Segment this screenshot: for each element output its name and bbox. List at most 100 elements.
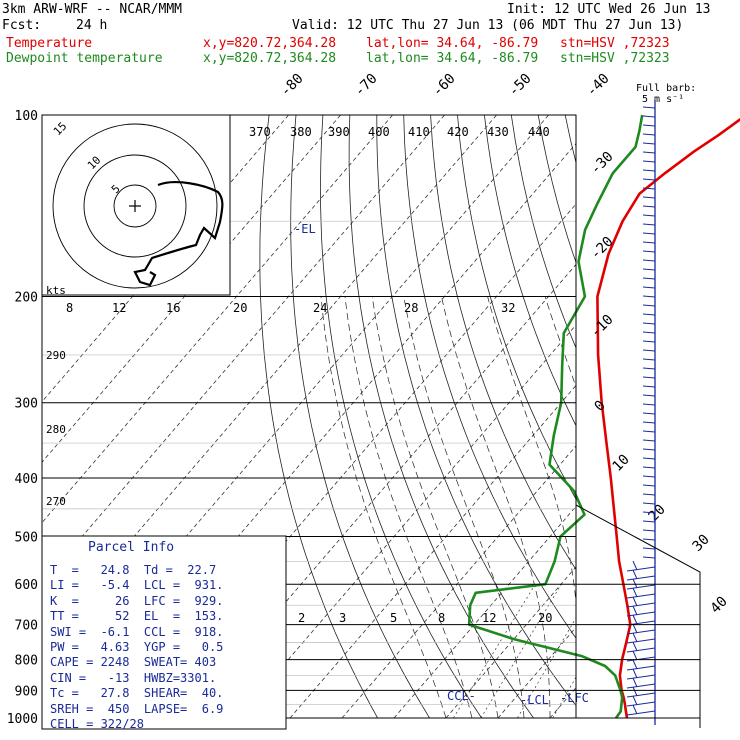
level-annotation: -LFC	[560, 691, 589, 705]
pressure-tick-label: 200	[15, 291, 38, 306]
parcel-info-row: T = 24.8 Td = 22.7	[50, 563, 217, 577]
wind-barb	[642, 448, 656, 451]
parcel-info-row: SREH = 450 LAPSE= 6.9	[50, 701, 224, 716]
parcel-info-row: Tc = 27.8 SHEAR= 40.	[50, 686, 224, 701]
theta-label: 420	[447, 125, 469, 139]
wind-barb	[642, 205, 656, 208]
speed-tick-label: 28	[404, 301, 418, 315]
wind-barb	[642, 178, 656, 181]
moist-adiabat	[441, 296, 551, 718]
wind-barb	[642, 421, 656, 424]
dry-adiabat	[673, 115, 740, 718]
speed-tick-label: 8	[66, 301, 73, 315]
parcel-info-row: SWI = -6.1 CCL = 918.	[50, 624, 224, 639]
wind-barb-flag	[632, 578, 638, 589]
wind-barb	[626, 665, 656, 671]
wind-barb	[642, 214, 656, 217]
wind-barb	[642, 223, 656, 226]
pressure-tick-label: 700	[15, 619, 38, 634]
parcel-info-row: PW = 4.63 YGP = 0.5	[50, 640, 224, 654]
dewpoint-legend-stn: stn=HSV ,72323	[560, 51, 670, 66]
parcel-info-box	[41, 535, 287, 730]
mixing-ratio-label: 20	[538, 611, 552, 625]
isotherm-line	[654, 115, 740, 718]
dry-adiabat	[564, 115, 576, 165]
model-title: 3km ARW-WRF -- NCAR/MMM	[2, 2, 183, 17]
wind-barb-flag	[632, 587, 638, 598]
dry-adiabat	[727, 115, 740, 718]
wind-barb	[642, 133, 656, 136]
theta-label: 430	[487, 125, 509, 139]
range-label: 280	[46, 423, 66, 436]
wind-barb	[626, 611, 656, 617]
wind-barb	[626, 701, 656, 707]
isotherm-label: -70	[352, 71, 381, 100]
wind-barb-flag	[632, 623, 638, 634]
isotherm-label: -50	[506, 71, 535, 100]
wind-barb	[626, 575, 656, 581]
wind-barb	[642, 304, 656, 307]
wind-barb	[626, 647, 656, 653]
dry-adiabat	[619, 115, 740, 718]
forecast-label: Fcst:	[2, 18, 42, 33]
wind-barb	[642, 484, 656, 487]
moist-adiabat	[371, 296, 499, 719]
wind-barb	[642, 196, 656, 199]
wind-barb-flag	[632, 569, 638, 580]
wind-barb	[642, 403, 656, 406]
plot-frame-extension	[575, 504, 701, 728]
wind-barb	[626, 566, 656, 572]
pressure-tick-label: 800	[15, 654, 38, 669]
speed-tick-label: 20	[233, 301, 247, 315]
wind-barb	[642, 349, 656, 352]
moist-adiabat	[680, 297, 740, 719]
isotherm-label: 0	[592, 398, 609, 415]
mixing-ratio-line	[453, 584, 536, 719]
wind-barb	[626, 656, 656, 662]
temperature-legend-label: Temperature	[6, 36, 93, 51]
wind-barb	[642, 385, 656, 388]
isotherm-line	[289, 384, 576, 719]
wind-barb	[642, 169, 656, 172]
wind-barb	[642, 250, 656, 253]
wind-barb-flag	[632, 650, 638, 661]
pressure-tick-label: 600	[15, 578, 38, 593]
speed-tick-label: 24	[313, 301, 327, 315]
plot-frame	[41, 114, 577, 719]
level-annotation: -LCL	[520, 693, 549, 707]
wind-barb-flag	[632, 605, 638, 616]
wind-barb	[626, 674, 656, 680]
wind-barb	[626, 638, 656, 644]
wind-barb	[626, 593, 656, 599]
wind-barb-flag	[632, 695, 638, 706]
parcel-info-row: CELL = 322/28	[50, 717, 144, 731]
wind-barb	[642, 259, 656, 262]
wind-barb	[642, 511, 656, 514]
isotherm-line	[341, 445, 576, 719]
theta-label: 410	[408, 125, 430, 139]
level-annotation: CCL-	[447, 689, 476, 703]
wind-barb	[642, 106, 656, 109]
dry-adiabat	[457, 115, 576, 500]
moist-adiabat	[403, 296, 525, 719]
mixing-ratio-label: 3	[339, 611, 346, 625]
isotherm-line	[393, 505, 576, 719]
isotherm-label: 40	[708, 594, 731, 617]
moist-adiabat	[344, 296, 473, 719]
dry-adiabat	[290, 115, 430, 719]
moist-adiabat	[487, 296, 576, 718]
sounding-curves	[467, 114, 740, 719]
dewpoint-legend-label: Dewpoint temperature	[6, 51, 163, 66]
wind-barb-flag	[632, 614, 638, 625]
wind-barb	[642, 295, 656, 298]
parcel-info-row: CAPE = 2248 SWEAT= 403	[50, 655, 217, 670]
temperature-legend-stn: stn=HSV ,72323	[560, 36, 670, 51]
mixing-ratio-label: 8	[438, 611, 445, 625]
wind-barb	[626, 710, 656, 716]
hodograph-ring	[83, 154, 187, 258]
range-label: 270	[46, 495, 66, 508]
parcel-info-row: K = 26 LFC = 929.	[50, 593, 224, 608]
wind-barb	[642, 475, 656, 478]
isotherm-label: 30	[690, 532, 713, 555]
